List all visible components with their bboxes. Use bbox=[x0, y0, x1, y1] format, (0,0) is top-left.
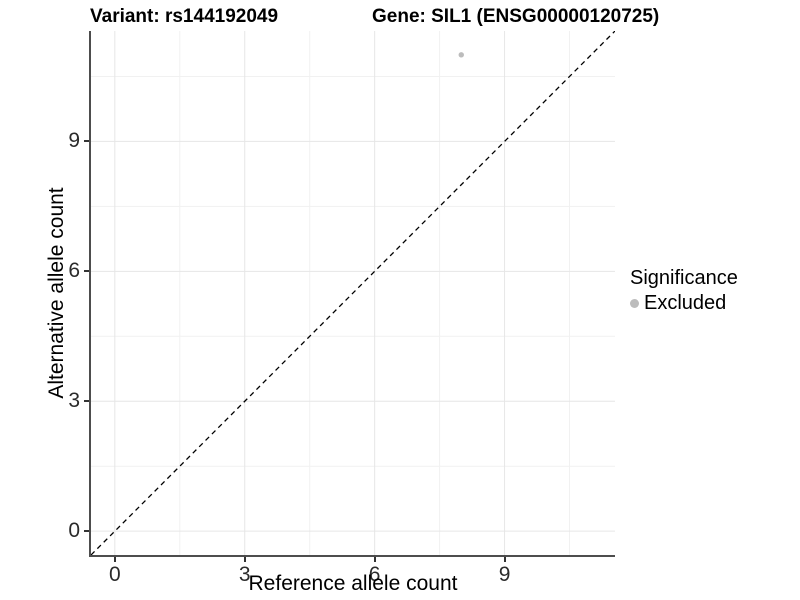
y-axis-title: Alternative allele count bbox=[45, 187, 68, 399]
y-tick-label: 3 bbox=[68, 389, 80, 413]
x-tick-mark bbox=[243, 557, 246, 562]
y-tick-mark bbox=[84, 140, 89, 143]
y-tick-mark bbox=[84, 270, 89, 273]
plot-panel bbox=[89, 31, 615, 557]
x-tick-label: 0 bbox=[108, 563, 121, 586]
x-tick-label: 9 bbox=[498, 563, 511, 586]
y-tick-mark bbox=[84, 400, 89, 403]
plot-title-variant: Variant: rs144192049 bbox=[90, 6, 279, 27]
x-tick-mark bbox=[503, 557, 506, 562]
y-tick-label: 9 bbox=[68, 129, 80, 153]
x-axis-title: Reference allele count bbox=[248, 572, 458, 595]
y-tick-mark bbox=[84, 530, 89, 533]
identity-reference-line bbox=[91, 31, 615, 555]
x-tick-label: 3 bbox=[238, 563, 251, 586]
x-tick-mark bbox=[373, 557, 376, 562]
legend-item-excluded: Excluded bbox=[630, 292, 738, 315]
y-tick-label: 0 bbox=[68, 519, 80, 543]
legend-point-icon bbox=[630, 299, 639, 308]
y-tick-label: 6 bbox=[68, 259, 80, 283]
legend: Significance Excluded bbox=[630, 267, 738, 315]
x-tick-mark bbox=[113, 557, 116, 562]
x-tick-label: 6 bbox=[368, 563, 381, 586]
legend-item-label: Excluded bbox=[644, 292, 727, 314]
data-point bbox=[458, 52, 464, 58]
legend-title: Significance bbox=[630, 267, 738, 289]
plot-title-gene: Gene: SIL1 (ENSG00000120725) bbox=[372, 6, 660, 27]
plot-canvas bbox=[91, 31, 615, 555]
